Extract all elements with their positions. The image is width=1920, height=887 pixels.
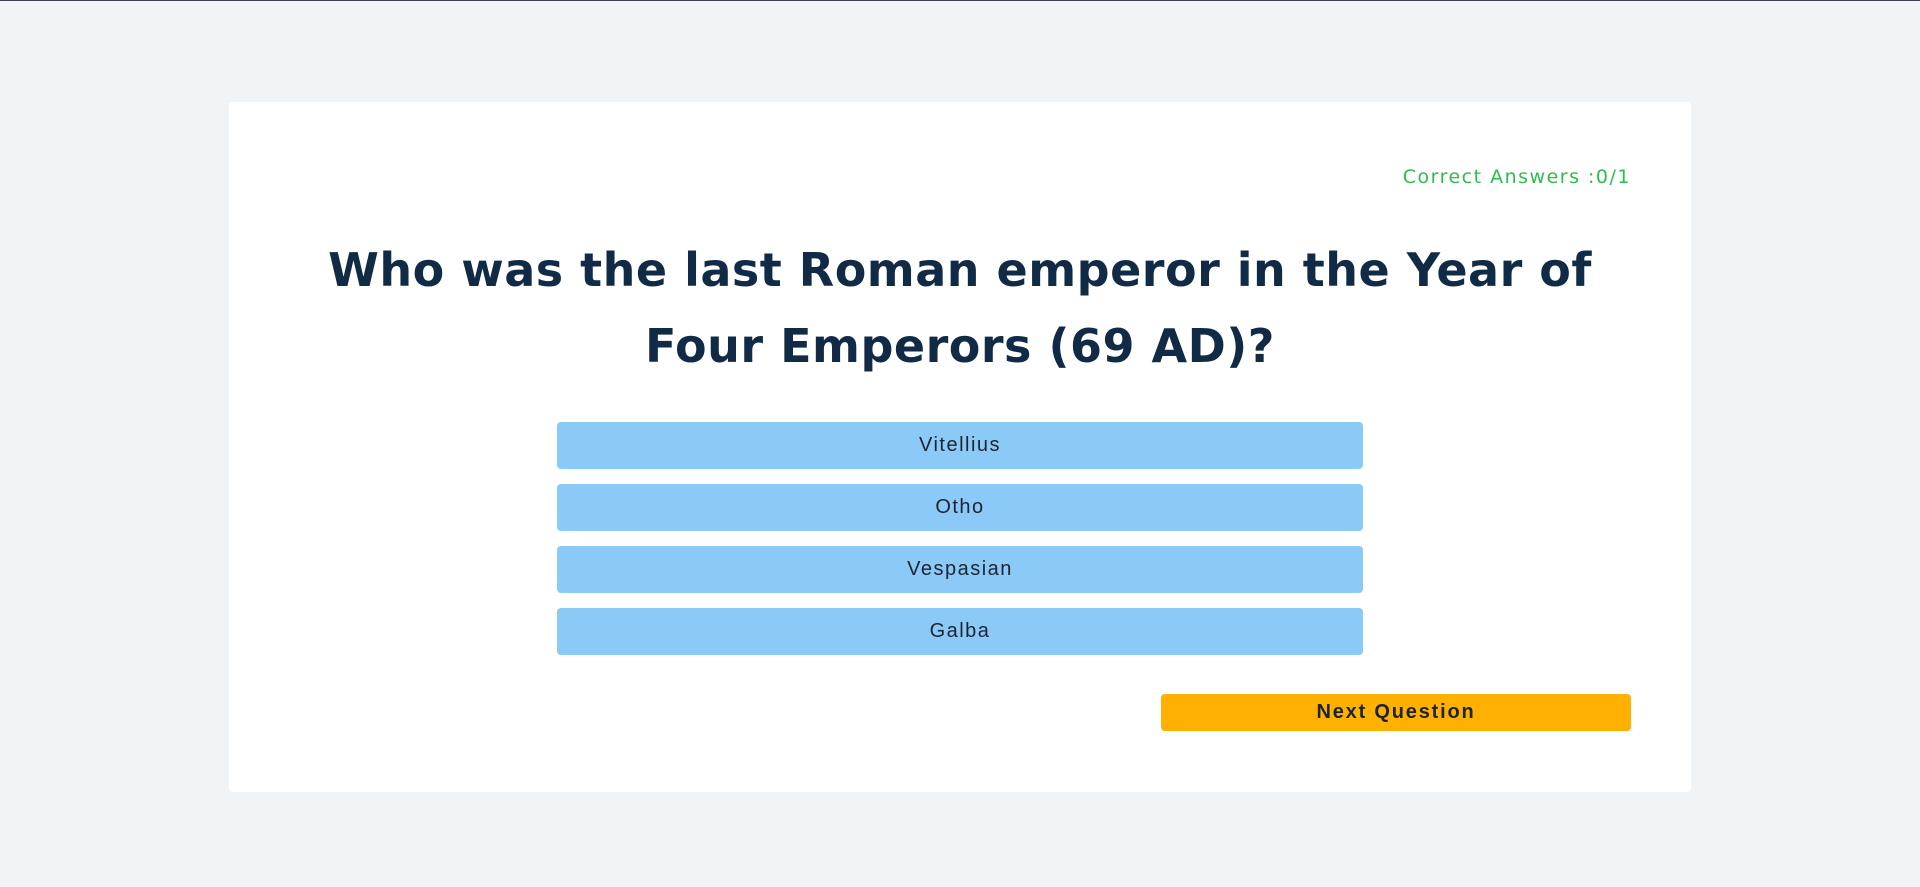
quiz-card: Correct Answers :0/1 Who was the last Ro… xyxy=(229,102,1691,792)
answer-button-galba[interactable]: Galba xyxy=(557,608,1363,655)
question-text: Who was the last Roman emperor in the Ye… xyxy=(328,243,1592,373)
answer-button-otho[interactable]: Otho xyxy=(557,484,1363,531)
answer-button-vitellius[interactable]: Vitellius xyxy=(557,422,1363,469)
correct-answers-counter: Correct Answers :0/1 xyxy=(1402,166,1631,188)
next-question-button[interactable]: Next Question xyxy=(1161,694,1631,731)
answer-button-vespasian[interactable]: Vespasian xyxy=(557,546,1363,593)
answer-options: Vitellius Otho Vespasian Galba xyxy=(557,422,1363,670)
